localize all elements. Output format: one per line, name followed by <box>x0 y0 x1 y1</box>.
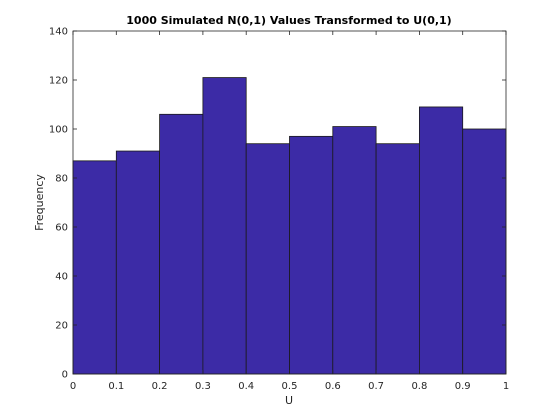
chart-title: 1000 Simulated N(0,1) Values Transformed… <box>126 14 451 27</box>
y-tick-label: 40 <box>55 272 68 283</box>
histogram-bar <box>462 128 507 375</box>
histogram-bar <box>245 143 290 375</box>
y-tick-label: 120 <box>49 76 68 87</box>
x-tick-label: 1 <box>503 381 509 392</box>
histogram-bar <box>332 126 377 375</box>
x-tick-label: 0.5 <box>282 381 298 392</box>
x-tick-label: 0.7 <box>368 381 384 392</box>
histogram-bar <box>289 135 334 375</box>
x-tick-label: 0.4 <box>238 381 254 392</box>
x-tick-label: 0.2 <box>152 381 168 392</box>
histogram-bar <box>202 77 247 375</box>
x-axis: 0 0.1 0.2 0.3 0.4 0.5 0.6 0.7 0.8 0.9 1 <box>70 31 509 392</box>
y-tick-label: 100 <box>49 125 68 136</box>
histogram-bar <box>115 150 161 375</box>
histogram-bar <box>159 113 204 375</box>
y-tick-label: 60 <box>55 223 68 234</box>
x-tick-label: 0.3 <box>195 381 211 392</box>
x-axis-label: U <box>285 394 293 407</box>
x-tick-label: 0.9 <box>455 381 471 392</box>
y-tick-label: 20 <box>55 321 68 332</box>
x-tick-label: 0.8 <box>411 381 427 392</box>
histogram-bar <box>375 143 420 375</box>
y-tick-label: 140 <box>49 27 68 38</box>
y-axis: 0 20 40 60 80 100 120 140 <box>49 27 506 381</box>
y-tick-label: 0 <box>62 370 68 381</box>
x-tick-label: 0.1 <box>108 381 124 392</box>
histogram-bar <box>418 106 464 375</box>
y-axis-label: Frequency <box>33 174 46 231</box>
histogram-bar <box>72 160 117 375</box>
bars-group <box>72 77 507 375</box>
x-tick-label: 0 <box>70 381 76 392</box>
y-tick-label: 80 <box>55 174 68 185</box>
x-tick-label: 0.6 <box>325 381 341 392</box>
